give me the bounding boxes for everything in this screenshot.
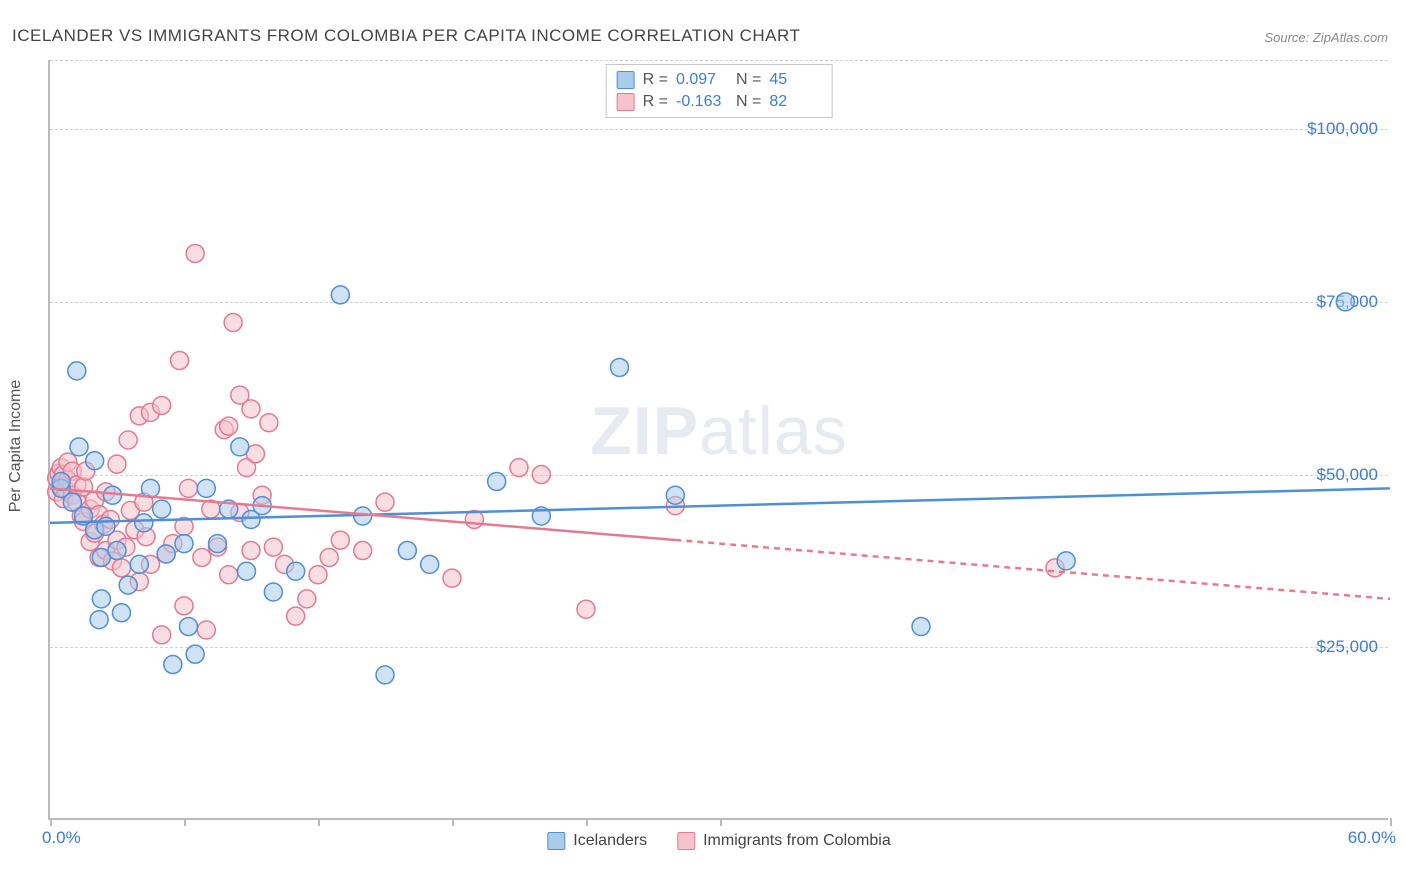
data-point bbox=[309, 566, 327, 584]
data-point bbox=[912, 618, 930, 636]
x-tick-mark bbox=[1390, 818, 1392, 826]
x-tick-mark bbox=[586, 818, 588, 826]
data-point bbox=[220, 417, 238, 435]
legend-item-2: Immigrants from Colombia bbox=[677, 832, 891, 850]
data-point bbox=[153, 500, 171, 518]
data-point bbox=[179, 479, 197, 497]
x-tick-mark bbox=[720, 818, 722, 826]
data-point bbox=[510, 459, 528, 477]
data-point bbox=[175, 597, 193, 615]
data-point bbox=[398, 542, 416, 560]
data-point bbox=[92, 590, 110, 608]
data-point bbox=[112, 604, 130, 622]
data-point bbox=[186, 645, 204, 663]
legend-n-value-1: 45 bbox=[769, 71, 821, 89]
data-point bbox=[193, 548, 211, 566]
legend-r-label-1: R = bbox=[643, 71, 668, 89]
data-point bbox=[175, 535, 193, 553]
x-tick-mark bbox=[50, 818, 52, 826]
legend-n-label-2: N = bbox=[736, 93, 761, 111]
data-point bbox=[90, 611, 108, 629]
x-tick-mark bbox=[452, 818, 454, 826]
data-point bbox=[611, 358, 629, 376]
data-point bbox=[264, 538, 282, 556]
data-point bbox=[242, 542, 260, 560]
data-point bbox=[135, 514, 153, 532]
data-point bbox=[130, 555, 148, 573]
x-tick-mark bbox=[318, 818, 320, 826]
data-point bbox=[331, 531, 349, 549]
data-point bbox=[186, 244, 204, 262]
legend-item-1: Icelanders bbox=[547, 832, 647, 850]
data-point bbox=[209, 535, 227, 553]
data-point bbox=[231, 438, 249, 456]
data-point bbox=[86, 452, 104, 470]
regression-line bbox=[675, 540, 1390, 599]
legend-swatch-1 bbox=[617, 71, 635, 89]
data-point bbox=[112, 559, 130, 577]
data-point bbox=[1057, 552, 1075, 570]
x-axis-max-label: 60.0% bbox=[1348, 828, 1396, 848]
legend-r-value-2: -0.163 bbox=[676, 93, 728, 111]
data-point bbox=[119, 576, 137, 594]
legend-row-series-1: R = 0.097 N = 45 bbox=[617, 69, 822, 91]
y-axis-label: Per Capita Income bbox=[7, 380, 25, 513]
data-point bbox=[224, 314, 242, 332]
data-point bbox=[119, 431, 137, 449]
scatter-svg bbox=[50, 60, 1388, 818]
data-point bbox=[70, 438, 88, 456]
x-axis-min-label: 0.0% bbox=[42, 828, 81, 848]
chart-plot-area: ZIPatlas $25,000$50,000$75,000$100,000 R… bbox=[48, 60, 1388, 820]
legend-bottom-label-1: Icelanders bbox=[573, 832, 647, 850]
data-point bbox=[376, 493, 394, 511]
data-point bbox=[376, 666, 394, 684]
data-point bbox=[298, 590, 316, 608]
data-point bbox=[108, 455, 126, 473]
legend-n-label-1: N = bbox=[736, 71, 761, 89]
legend-bottom-swatch-1 bbox=[547, 832, 565, 850]
source-attribution: Source: ZipAtlas.com bbox=[1264, 30, 1388, 45]
data-point bbox=[443, 569, 461, 587]
correlation-legend-box: R = 0.097 N = 45 R = -0.163 N = 82 bbox=[606, 64, 833, 118]
data-point bbox=[577, 600, 595, 618]
data-point bbox=[197, 479, 215, 497]
data-point bbox=[108, 542, 126, 560]
data-point bbox=[488, 472, 506, 490]
data-point bbox=[421, 555, 439, 573]
data-point bbox=[142, 479, 160, 497]
data-point bbox=[68, 362, 86, 380]
legend-swatch-2 bbox=[617, 93, 635, 111]
data-point bbox=[238, 562, 256, 580]
data-point bbox=[220, 566, 238, 584]
series-legend: Icelanders Immigrants from Colombia bbox=[547, 832, 890, 850]
legend-bottom-label-2: Immigrants from Colombia bbox=[703, 832, 891, 850]
data-point bbox=[153, 396, 171, 414]
data-point bbox=[164, 656, 182, 674]
data-point bbox=[666, 486, 684, 504]
x-tick-mark bbox=[184, 818, 186, 826]
chart-title: ICELANDER VS IMMIGRANTS FROM COLOMBIA PE… bbox=[12, 26, 800, 46]
data-point bbox=[264, 583, 282, 601]
data-point bbox=[287, 607, 305, 625]
data-point bbox=[331, 286, 349, 304]
data-point bbox=[242, 400, 260, 418]
legend-bottom-swatch-2 bbox=[677, 832, 695, 850]
data-point bbox=[157, 545, 175, 563]
data-point bbox=[532, 466, 550, 484]
data-point bbox=[153, 626, 171, 644]
data-point bbox=[197, 621, 215, 639]
legend-r-value-1: 0.097 bbox=[676, 71, 728, 89]
data-point bbox=[1336, 293, 1354, 311]
data-point bbox=[320, 548, 338, 566]
legend-r-label-2: R = bbox=[643, 93, 668, 111]
data-point bbox=[171, 352, 189, 370]
legend-row-series-2: R = -0.163 N = 82 bbox=[617, 91, 822, 113]
data-point bbox=[287, 562, 305, 580]
legend-n-value-2: 82 bbox=[769, 93, 821, 111]
data-point bbox=[179, 618, 197, 636]
data-point bbox=[354, 542, 372, 560]
data-point bbox=[260, 414, 278, 432]
